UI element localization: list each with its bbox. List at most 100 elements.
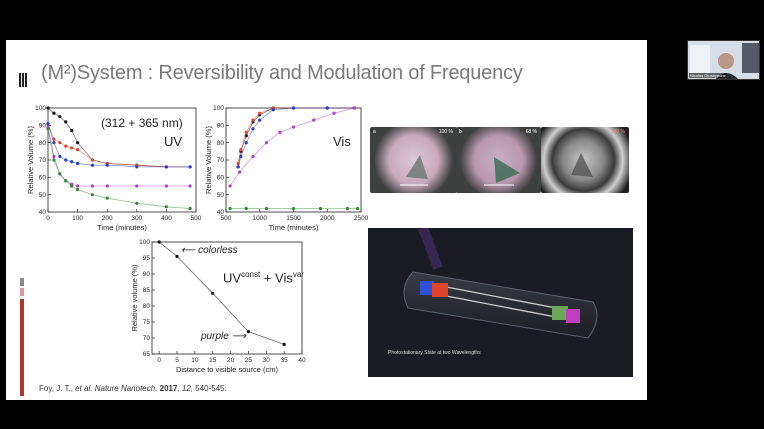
- data-point: [90, 193, 94, 197]
- sidebar-decoration-gray: [20, 278, 24, 286]
- gel-photo-b: b 68 %: [456, 127, 541, 193]
- data-point: [90, 158, 94, 162]
- y-tick-label: 60: [39, 175, 47, 182]
- data-point: [135, 165, 139, 169]
- data-point: [58, 141, 62, 145]
- data-point: [46, 127, 50, 131]
- y-tick-label: 100: [213, 105, 224, 112]
- gel-shape-icon: [571, 153, 593, 177]
- data-point: [258, 111, 262, 115]
- left-arrow-icon: ⟵: [181, 245, 199, 256]
- gel-photo-c: 100 %: [541, 127, 629, 193]
- x-tick-label: 1500: [286, 215, 301, 222]
- data-point: [244, 141, 248, 145]
- data-point: [58, 172, 62, 176]
- uv-chart: 0 100 200 300 400 500 40 50 60 70 80 90 100 Time (min…: [14, 102, 204, 242]
- data-point: [258, 118, 262, 122]
- x-tick-label: 0: [157, 357, 161, 364]
- data-point: [239, 148, 243, 152]
- x-tick-label: 35: [281, 357, 289, 364]
- y-tick-label: 70: [217, 157, 225, 164]
- y-tick-label: 90: [39, 123, 47, 130]
- x-tick-label: 100: [72, 215, 83, 222]
- x-tick-label: 500: [191, 215, 202, 222]
- data-point: [76, 141, 80, 145]
- y-tick-label: 50: [217, 192, 225, 199]
- data-point: [90, 184, 94, 188]
- data-point: [211, 291, 215, 295]
- x-axis-label: Time (minutes): [269, 223, 319, 232]
- sidebar-decoration-red: [20, 299, 24, 396]
- citation: Foy, J. T., et al. Nature Nanotech. 2017…: [39, 384, 227, 393]
- presenter-name: Nicolas Giuseppone: [689, 73, 727, 78]
- colorless-label: ⟵ colorless: [181, 245, 238, 256]
- data-point: [58, 115, 62, 119]
- presenter-video: [688, 41, 759, 79]
- data-point: [291, 125, 296, 129]
- y-tick-label: 80: [39, 140, 47, 147]
- y-tick-label: 100: [35, 105, 46, 112]
- x-tick-label: 500: [221, 215, 232, 222]
- data-point: [312, 118, 316, 122]
- x-tick-label: 5: [175, 357, 179, 364]
- data-point: [345, 206, 350, 211]
- data-point: [164, 165, 168, 169]
- x-tick-label: 20: [227, 357, 235, 364]
- data-point: [291, 206, 296, 211]
- x-tick-label: 30: [263, 357, 271, 364]
- photo-label-b: b: [459, 129, 462, 135]
- photo-label-a: a: [373, 129, 376, 135]
- data-point: [282, 342, 286, 346]
- data-point: [246, 330, 251, 334]
- data-point: [70, 160, 74, 164]
- data-point: [76, 184, 80, 188]
- gel-photo-a: a 100 %: [370, 127, 457, 193]
- data-point: [76, 161, 80, 166]
- data-point: [46, 122, 50, 126]
- y-tick-label: 65: [143, 351, 151, 358]
- data-point: [278, 130, 282, 134]
- data-point: [271, 108, 275, 112]
- y-tick-label: 95: [143, 255, 151, 262]
- data-point: [264, 141, 269, 145]
- x-tick-label: 200: [102, 215, 113, 222]
- y-tick-label: 90: [217, 123, 225, 130]
- presentation-slide: (M²)System : Reversibility and Modulatio…: [6, 40, 647, 400]
- vis-chart: 500 1000 1500 2000 2500 40 50 60 70 80 90 100 Time (…: [196, 102, 371, 242]
- x-tick-label: 2000: [320, 215, 335, 222]
- purple-label: purple ⟶: [201, 331, 246, 342]
- data-point: [64, 144, 68, 148]
- data-point: [64, 158, 68, 162]
- data-point: [188, 165, 192, 169]
- data-point: [70, 146, 74, 150]
- data-point: [135, 201, 139, 205]
- y-tick-label: 50: [39, 192, 47, 199]
- data-point: [76, 187, 80, 192]
- data-point: [251, 127, 255, 131]
- distance-chart: 0 5 10 15 20 25 30 35 40 65 70 75 80 85 90 95 100 Distanc…: [116, 236, 316, 389]
- webcam-thumbnail[interactable]: Nicolas Giuseppone: [687, 40, 760, 80]
- data-point: [251, 154, 255, 159]
- data-point: [251, 118, 255, 122]
- x-tick-label: 300: [131, 215, 142, 222]
- photo-percent-a: 100 %: [438, 129, 453, 135]
- uv-wavelength-label: (312 + 365 nm): [101, 116, 183, 130]
- video-panel[interactable]: Photostationary State at two Wavelengths: [368, 226, 633, 377]
- y-tick-label: 75: [143, 319, 151, 326]
- data-point: [52, 111, 56, 115]
- title-decoration: [19, 73, 28, 92]
- x-tick-label: 10: [191, 357, 199, 364]
- x-tick-label: 1000: [253, 215, 268, 222]
- y-axis-label: Relative volume (%): [130, 264, 139, 332]
- y-tick-label: 60: [217, 175, 225, 182]
- data-point: [105, 184, 109, 188]
- x-axis-label: Distance to visible source (cm): [176, 365, 279, 374]
- right-arrow-icon: ⟶: [228, 331, 246, 342]
- photo-percent-b: 68 %: [525, 129, 537, 135]
- y-tick-label: 100: [139, 239, 150, 246]
- data-point: [105, 196, 109, 200]
- data-point: [157, 240, 161, 244]
- data-point: [175, 254, 179, 258]
- data-point: [70, 184, 74, 188]
- vis-chart-svg: 500 1000 1500 2000 2500 40 50 60 70 80 90 100 Time (…: [204, 105, 369, 232]
